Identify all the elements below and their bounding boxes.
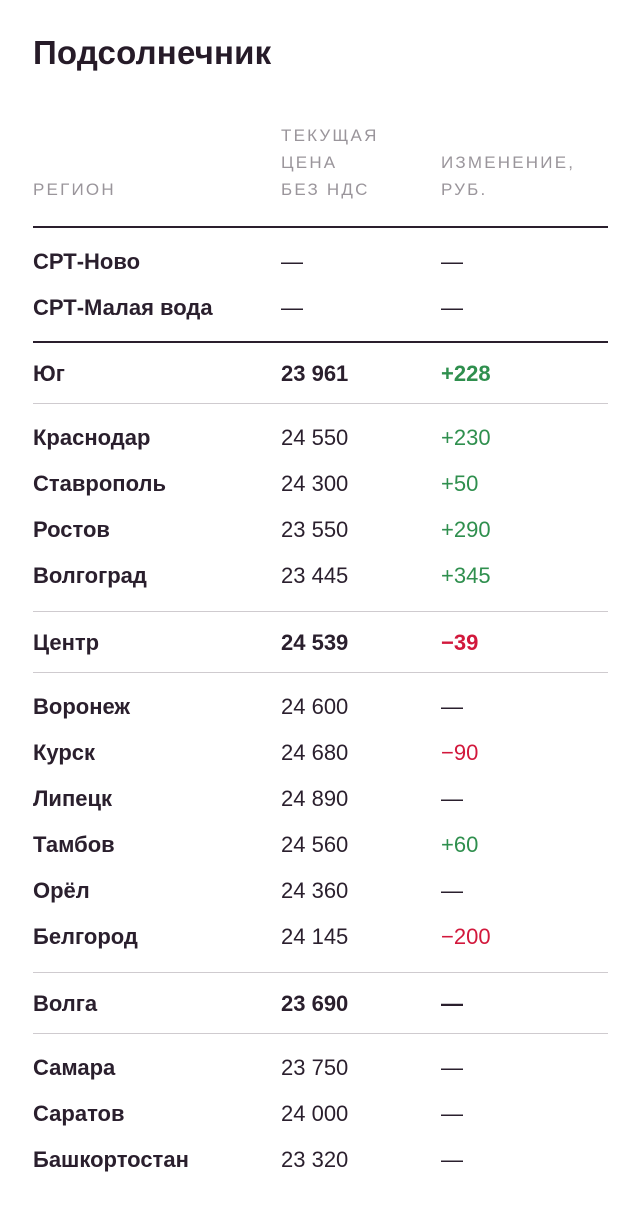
region-name: Ростов bbox=[33, 517, 110, 542]
group-divider bbox=[33, 341, 608, 343]
price-value: 23 445 bbox=[281, 563, 349, 588]
price-value: 24 539 bbox=[281, 630, 349, 655]
summary-row: Юг 23 961 +228 bbox=[33, 351, 608, 397]
change-value: — bbox=[441, 1147, 463, 1172]
change-value: +230 bbox=[441, 425, 491, 450]
table-row: Краснодар 24 550 +230 bbox=[33, 415, 608, 461]
price-table: СРТ-Ново — — СРТ-Малая вода — — Юг 23 96… bbox=[33, 226, 608, 1183]
region-name: Центр bbox=[33, 630, 100, 655]
price-value: 24 680 bbox=[281, 740, 349, 765]
table-row: Тамбов 24 560 +60 bbox=[33, 822, 608, 868]
price-value: 23 750 bbox=[281, 1055, 349, 1080]
change-value: +60 bbox=[441, 832, 479, 857]
region-name: Юг bbox=[33, 361, 65, 386]
region-name: Самара bbox=[33, 1055, 116, 1080]
region-name: Краснодар bbox=[33, 425, 151, 450]
table-row: Волгоград 23 445 +345 bbox=[33, 553, 608, 599]
region-name: СРТ-Ново bbox=[33, 249, 141, 274]
header-divider bbox=[33, 226, 608, 228]
change-value: — bbox=[441, 249, 463, 274]
region-name: Липецк bbox=[33, 786, 113, 811]
price-value: — bbox=[281, 249, 303, 274]
change-value: — bbox=[441, 694, 463, 719]
table-row: СРТ-Ново — — bbox=[33, 239, 608, 285]
price-value: 24 560 bbox=[281, 832, 349, 857]
change-value: — bbox=[441, 786, 463, 811]
region-name: Башкортостан bbox=[33, 1147, 189, 1172]
table-header: РЕГИОН ТЕКУЩАЯ ЦЕНА БЕЗ НДС ИЗМЕНЕНИЕ, Р… bbox=[33, 122, 608, 226]
group-divider bbox=[33, 972, 608, 973]
table-row: Самара 23 750 — bbox=[33, 1045, 608, 1091]
region-name: СРТ-Малая вода bbox=[33, 295, 213, 320]
table-row: Ростов 23 550 +290 bbox=[33, 507, 608, 553]
summary-row: Центр 24 539 −39 bbox=[33, 620, 608, 666]
table-row: Саратов 24 000 — bbox=[33, 1091, 608, 1137]
change-value: — bbox=[441, 878, 463, 903]
price-value: 24 300 bbox=[281, 471, 349, 496]
change-value: +345 bbox=[441, 563, 491, 588]
region-name: Белгород bbox=[33, 924, 138, 949]
column-header-change: ИЗМЕНЕНИЕ, РУБ. bbox=[441, 153, 576, 199]
change-value: — bbox=[441, 991, 463, 1016]
region-name: Ставрополь bbox=[33, 471, 166, 496]
group-divider bbox=[33, 611, 608, 612]
table-row: СРТ-Малая вода — — bbox=[33, 285, 608, 331]
region-name: Курск bbox=[33, 740, 96, 765]
summary-row: Волга 23 690 — bbox=[33, 981, 608, 1027]
table-row: Воронеж 24 600 — bbox=[33, 684, 608, 730]
table-row: Белгород 24 145 −200 bbox=[33, 914, 608, 960]
region-name: Саратов bbox=[33, 1101, 125, 1126]
change-value: — bbox=[441, 1055, 463, 1080]
column-header-region: РЕГИОН bbox=[33, 180, 116, 199]
table-row: Ставрополь 24 300 +50 bbox=[33, 461, 608, 507]
price-value: 23 550 bbox=[281, 517, 349, 542]
price-value: 24 890 bbox=[281, 786, 349, 811]
change-value: +228 bbox=[441, 361, 491, 386]
price-value: 23 320 bbox=[281, 1147, 349, 1172]
row-divider bbox=[33, 672, 608, 673]
change-value: −39 bbox=[441, 630, 479, 655]
price-value: 23 690 bbox=[281, 991, 349, 1016]
page-title: Подсолнечник bbox=[33, 34, 272, 71]
table-row: Орёл 24 360 — bbox=[33, 868, 608, 914]
price-value: — bbox=[281, 295, 303, 320]
price-value: 24 360 bbox=[281, 878, 349, 903]
price-value: 24 145 bbox=[281, 924, 349, 949]
price-value: 24 550 bbox=[281, 425, 349, 450]
region-name: Волгоград bbox=[33, 563, 147, 588]
row-divider bbox=[33, 1033, 608, 1034]
change-value: +50 bbox=[441, 471, 479, 496]
price-value: 23 961 bbox=[281, 361, 349, 386]
region-name: Тамбов bbox=[33, 832, 115, 857]
table-row: Липецк 24 890 — bbox=[33, 776, 608, 822]
region-name: Волга bbox=[33, 991, 98, 1016]
table-row: Башкортостан 23 320 — bbox=[33, 1137, 608, 1183]
change-value: −200 bbox=[441, 924, 491, 949]
table-row: Курск 24 680 −90 bbox=[33, 730, 608, 776]
region-name: Орёл bbox=[33, 878, 90, 903]
change-value: — bbox=[441, 1101, 463, 1126]
region-name: Воронеж bbox=[33, 694, 131, 719]
row-divider bbox=[33, 403, 608, 404]
price-value: 24 600 bbox=[281, 694, 349, 719]
price-value: 24 000 bbox=[281, 1101, 349, 1126]
change-value: — bbox=[441, 295, 463, 320]
change-value: +290 bbox=[441, 517, 491, 542]
change-value: −90 bbox=[441, 740, 479, 765]
column-header-price: ТЕКУЩАЯ ЦЕНА БЕЗ НДС bbox=[281, 126, 379, 199]
